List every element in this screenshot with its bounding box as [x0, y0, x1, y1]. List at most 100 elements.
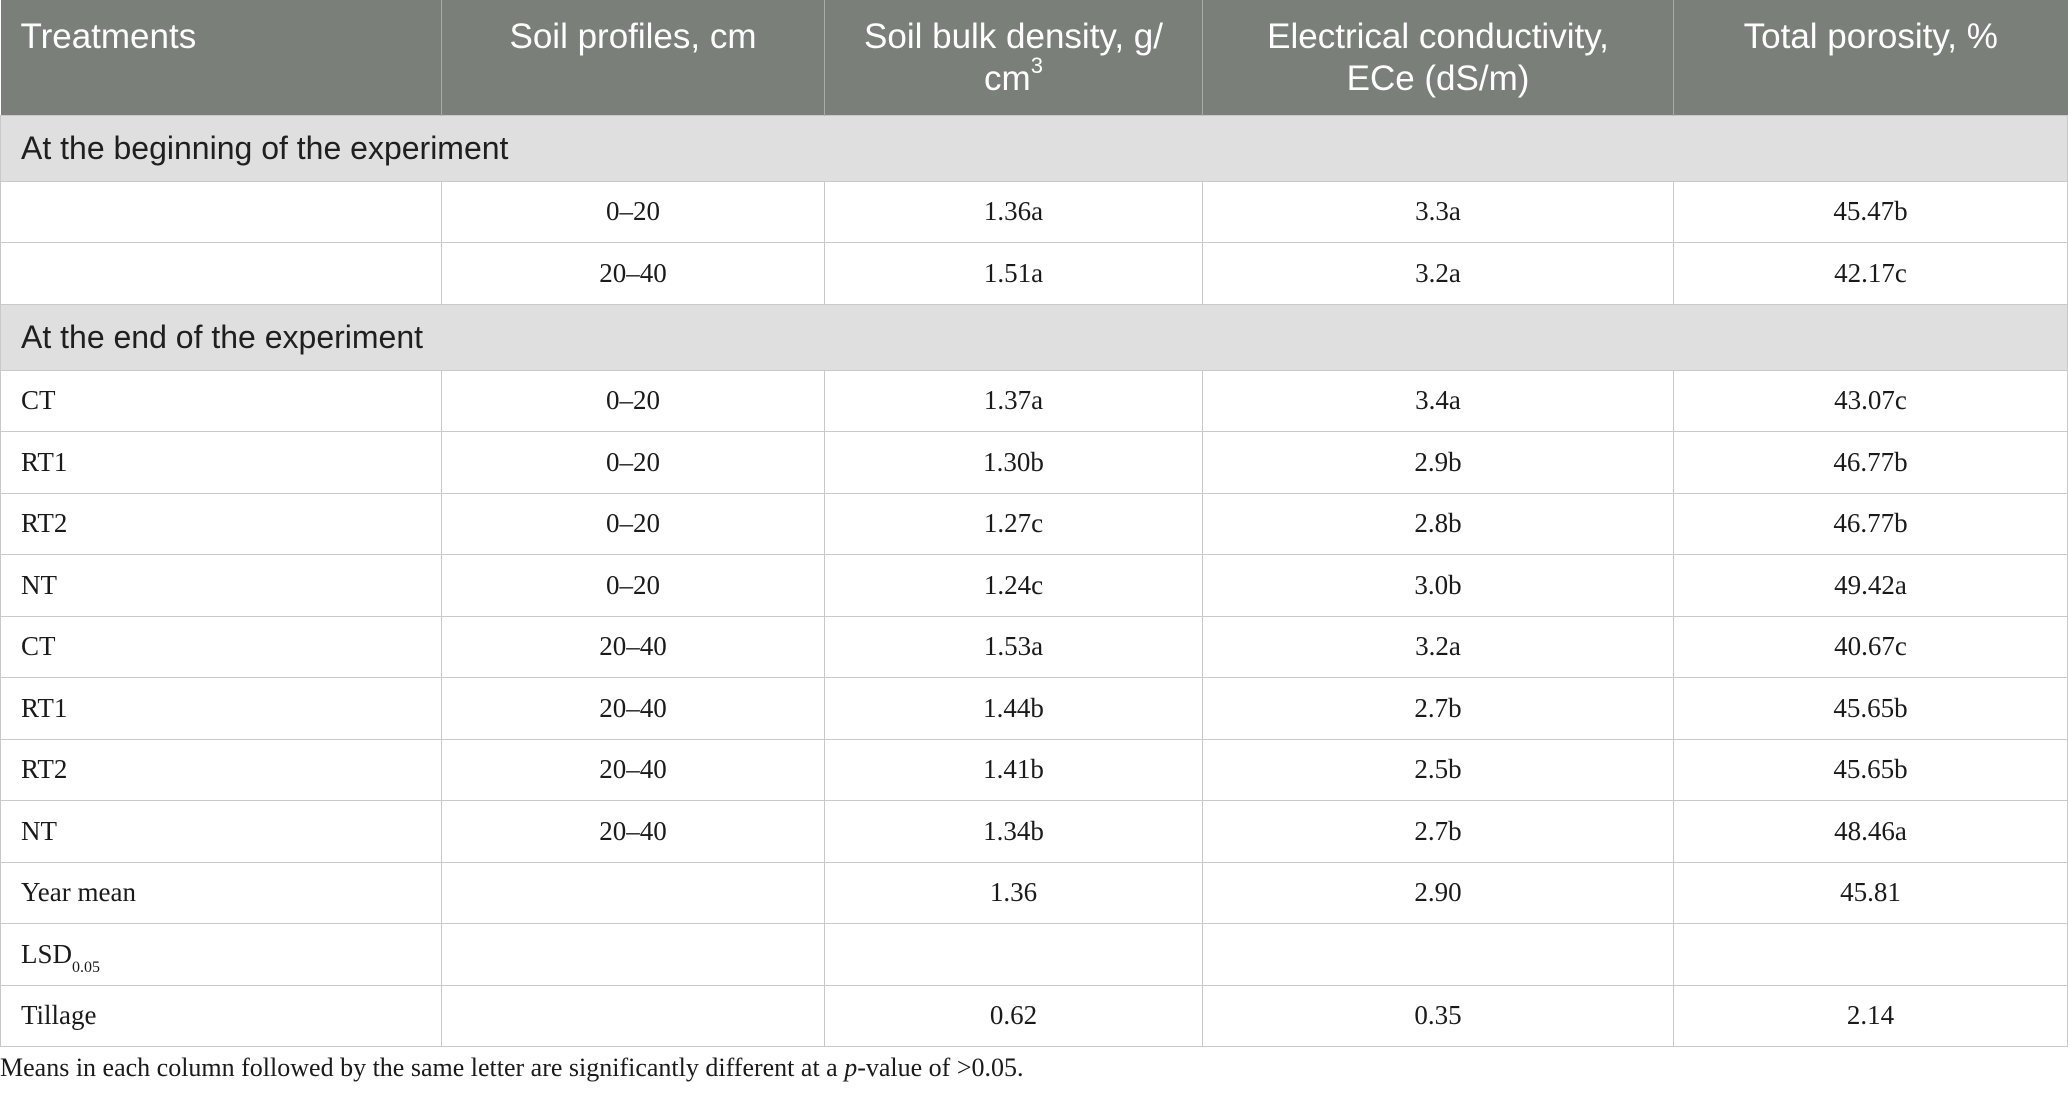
footnote: Means in each column followed by the sam… [0, 1053, 1024, 1083]
cell-total-porosity: 46.77b [1673, 492, 2068, 555]
cell-soil-profile: 0–20 [441, 492, 825, 555]
cell-treatment: NT [0, 800, 442, 863]
cell-treatment: NT [0, 554, 442, 617]
cell-electrical-conductivity: 3.2a [1202, 615, 1674, 678]
header-ec-line1: Electrical conductivity, [1267, 17, 1609, 56]
header-treatments: Treatments [0, 0, 442, 115]
cell-electrical-conductivity: 3.4a [1202, 369, 1674, 432]
cell-bulk-density: 1.53a [824, 615, 1203, 678]
cell-bulk-density: 1.44b [824, 677, 1203, 740]
cell-bulk-density: 1.41b [824, 738, 1203, 801]
table-body: At the beginning of the experiment 0–20 1.… [0, 114, 2068, 1047]
cell-bulk-density: 1.34b [824, 800, 1203, 863]
cell-soil-profile: 0–20 [441, 369, 825, 432]
cell-treatment: RT1 [0, 677, 442, 740]
cell-electrical-conductivity: 3.2a [1202, 242, 1674, 305]
cell-soil-profile [441, 923, 825, 986]
cell-bulk-density: 1.36a [824, 180, 1203, 243]
lsd-label-sub: 0.05 [72, 959, 101, 977]
table-row: Year mean 1.36 2.90 45.81 [0, 861, 2068, 924]
cell-treatment: RT2 [0, 492, 442, 555]
table-row: 0–20 1.36a 3.3a 45.47b [0, 180, 2068, 243]
cell-bulk-density: 1.24c [824, 554, 1203, 617]
header-total-porosity: Total porosity, % [1743, 17, 1998, 56]
cell-soil-profile: 20–40 [441, 242, 825, 305]
cell-soil-profile: 0–20 [441, 554, 825, 617]
cell-treatment: RT2 [0, 738, 442, 801]
cell-bulk-density: 1.30b [824, 431, 1203, 494]
cell-electrical-conductivity: 2.8b [1202, 492, 1674, 555]
lsd-label-main: LSD [21, 938, 73, 969]
cell-total-porosity [1673, 923, 2068, 986]
cell-electrical-conductivity: 2.7b [1202, 677, 1674, 740]
cell-treatment [0, 180, 442, 243]
header-row: Treatments Soil profiles, cm Soil bulk d… [0, 0, 2068, 115]
section-title: At the end of the experiment [0, 303, 2068, 371]
cell-total-porosity: 42.17c [1673, 242, 2068, 305]
cell-electrical-conductivity: 2.7b [1202, 800, 1674, 863]
cell-total-porosity: 46.77b [1673, 431, 2068, 494]
cell-treatment [0, 242, 442, 305]
cell-total-porosity: 45.65b [1673, 677, 2068, 740]
header-bulk-density-part2: cm [984, 59, 1031, 98]
header-soil-profiles: Soil profiles, cm [441, 0, 825, 115]
table-row: NT 0–20 1.24c 3.0b 49.42a [0, 554, 2068, 617]
lsd-row: LSD0.05 [0, 923, 2068, 986]
table-row: RT1 20–40 1.44b 2.7b 45.65b [0, 677, 2068, 740]
cell-soil-profile [441, 984, 825, 1047]
cell-electrical-conductivity: 2.9b [1202, 431, 1674, 494]
footnote-before: Means in each column followed by the sam… [0, 1053, 845, 1082]
cell-electrical-conductivity: 0.35 [1202, 984, 1674, 1047]
cell-electrical-conductivity: 2.5b [1202, 738, 1674, 801]
cell-total-porosity: 45.65b [1673, 738, 2068, 801]
header-bulk-density-part1: Soil bulk density, g/ [864, 17, 1163, 56]
cell-bulk-density: 0.62 [824, 984, 1203, 1047]
table-row: RT2 0–20 1.27c 2.8b 46.77b [0, 492, 2068, 555]
cell-treatment: CT [0, 369, 442, 432]
cell-soil-profile: 20–40 [441, 738, 825, 801]
section-title: At the beginning of the experiment [0, 114, 2068, 182]
header-bulk-density: Soil bulk density, g/cm3 [824, 0, 1203, 115]
cell-bulk-density [824, 923, 1203, 986]
cell-electrical-conductivity: 3.3a [1202, 180, 1674, 243]
cell-bulk-density: 1.37a [824, 369, 1203, 432]
cell-total-porosity: 40.67c [1673, 615, 2068, 678]
cell-treatment: Year mean [0, 861, 442, 924]
table-row: RT2 20–40 1.41b 2.5b 45.65b [0, 738, 2068, 801]
cell-soil-profile: 20–40 [441, 677, 825, 740]
cell-electrical-conductivity [1202, 923, 1674, 986]
cell-total-porosity: 49.42a [1673, 554, 2068, 617]
header-bulk-density-sup: 3 [1030, 53, 1043, 79]
table-row: RT1 0–20 1.30b 2.9b 46.77b [0, 431, 2068, 494]
cell-treatment: Tillage [0, 984, 442, 1047]
cell-lsd-label: LSD0.05 [0, 923, 442, 986]
table-row: 20–40 1.51a 3.2a 42.17c [0, 242, 2068, 305]
cell-bulk-density: 1.51a [824, 242, 1203, 305]
cell-soil-profile: 0–20 [441, 180, 825, 243]
cell-total-porosity: 2.14 [1673, 984, 2068, 1047]
section-row: At the beginning of the experiment [0, 114, 2068, 182]
cell-soil-profile: 20–40 [441, 800, 825, 863]
cell-total-porosity: 43.07c [1673, 369, 2068, 432]
cell-soil-profile: 20–40 [441, 615, 825, 678]
cell-total-porosity: 45.47b [1673, 180, 2068, 243]
cell-total-porosity: 45.81 [1673, 861, 2068, 924]
footnote-italic: p [844, 1053, 858, 1082]
table-row: CT 20–40 1.53a 3.2a 40.67c [0, 615, 2068, 678]
cell-soil-profile: 0–20 [441, 431, 825, 494]
cell-electrical-conductivity: 3.0b [1202, 554, 1674, 617]
footnote-after: -value of >0.05. [857, 1053, 1024, 1082]
table-row: CT 0–20 1.37a 3.4a 43.07c [0, 369, 2068, 432]
cell-treatment: RT1 [0, 431, 442, 494]
cell-bulk-density: 1.27c [824, 492, 1203, 555]
header-ec-line2: ECe (dS/m) [1346, 59, 1530, 98]
data-table: Treatments Soil profiles, cm Soil bulk d… [0, 0, 2068, 1047]
cell-treatment: CT [0, 615, 442, 678]
header-electrical-conductivity: Electrical conductivity, ECe (dS/m) [1202, 0, 1674, 115]
cell-total-porosity: 48.46a [1673, 800, 2068, 863]
section-row: At the end of the experiment [0, 303, 2068, 371]
tillage-row: Tillage 0.62 0.35 2.14 [0, 984, 2068, 1047]
cell-electrical-conductivity: 2.90 [1202, 861, 1674, 924]
cell-bulk-density: 1.36 [824, 861, 1203, 924]
